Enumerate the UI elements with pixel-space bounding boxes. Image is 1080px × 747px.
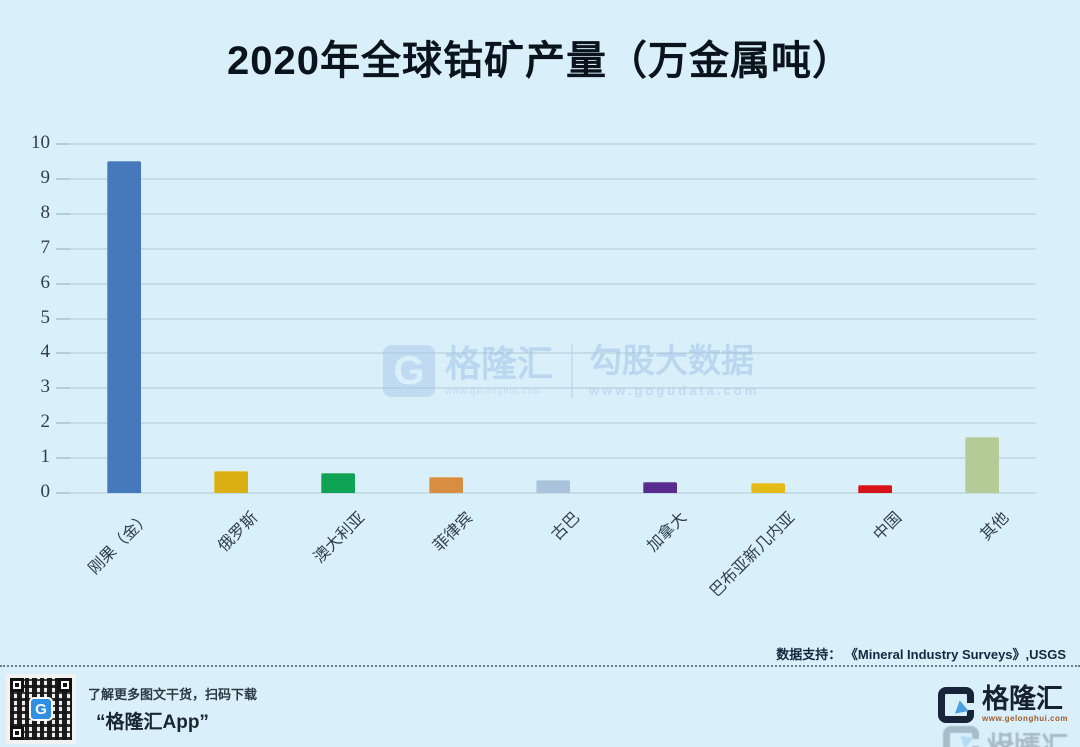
qr-code: G bbox=[8, 676, 74, 742]
qr-caption: 了解更多图文干货，扫码下载 bbox=[88, 687, 258, 702]
footer-logo-url: www.gelonghui.com bbox=[982, 714, 1068, 723]
y-axis-label: 4 bbox=[40, 341, 51, 363]
footer-logo-reflection: 格隆汇 bbox=[943, 726, 1068, 747]
x-axis-label: 中国 bbox=[870, 509, 906, 544]
bar-0 bbox=[106, 161, 141, 493]
x-axis-label: 菲律宾 bbox=[429, 509, 476, 556]
y-axis-tick bbox=[56, 282, 70, 285]
bar-2 bbox=[321, 473, 356, 493]
gridline bbox=[70, 143, 1036, 145]
y-axis-label: 2 bbox=[40, 411, 51, 433]
bar-4 bbox=[536, 480, 570, 493]
x-axis-label: 加拿大 bbox=[644, 509, 691, 556]
qr-finder-icon bbox=[58, 678, 72, 692]
gridline bbox=[70, 422, 1036, 425]
data-source-text: 《Mineral Industry Surveys》,USGS bbox=[844, 647, 1066, 662]
y-axis-label: 10 bbox=[31, 132, 50, 153]
chart-title: 2020年全球钴矿产量（万金属吨） bbox=[227, 39, 853, 83]
y-axis-tick bbox=[56, 212, 70, 215]
x-axis-label: 刚果（金） bbox=[85, 509, 154, 578]
footer-logo-reflection-text: 格隆汇 bbox=[987, 729, 1068, 747]
y-axis-tick bbox=[56, 177, 70, 180]
footer-logo-text: 格隆汇 bbox=[982, 684, 1064, 714]
qr-finder-icon bbox=[10, 726, 24, 740]
y-axis-label: 0 bbox=[40, 481, 51, 502]
gridline bbox=[70, 457, 1036, 460]
bar-6 bbox=[750, 483, 785, 493]
x-axis-label: 古巴 bbox=[548, 509, 584, 544]
gridline bbox=[70, 177, 1036, 180]
gridline bbox=[70, 212, 1036, 215]
y-axis-label: 1 bbox=[40, 446, 51, 468]
data-source-note: 数据支持： 《Mineral Industry Surveys》,USGS bbox=[776, 644, 1066, 663]
y-axis-label: 9 bbox=[40, 166, 51, 188]
gelonghui-g-icon bbox=[943, 726, 979, 747]
y-axis-tick bbox=[56, 317, 70, 320]
qr-finder-icon bbox=[10, 678, 24, 692]
bar-8 bbox=[965, 437, 1000, 493]
y-axis-tick bbox=[56, 422, 70, 425]
gridline bbox=[70, 317, 1036, 320]
y-axis-label: 7 bbox=[40, 236, 51, 258]
y-axis-label: 8 bbox=[40, 201, 51, 223]
x-axis-label: 澳大利亚 bbox=[311, 509, 369, 567]
bar-1 bbox=[214, 471, 248, 493]
bar-3 bbox=[428, 476, 463, 493]
x-axis-label: 俄罗斯 bbox=[215, 509, 262, 556]
gridline bbox=[70, 247, 1036, 250]
y-axis-tick bbox=[56, 387, 70, 390]
y-axis-label: 6 bbox=[40, 271, 51, 293]
y-axis-tick bbox=[56, 492, 70, 494]
y-axis-tick bbox=[56, 352, 70, 355]
gridline bbox=[70, 387, 1036, 390]
data-source-label: 数据支持： bbox=[776, 647, 842, 662]
gridline bbox=[70, 282, 1036, 285]
gridline bbox=[70, 492, 1036, 494]
y-axis-tick bbox=[56, 457, 70, 460]
gelonghui-footer-logo: 格隆汇 www.gelonghui.com bbox=[938, 686, 1068, 723]
y-axis-tick bbox=[56, 143, 70, 145]
y-axis-tick bbox=[56, 247, 70, 250]
gridline bbox=[70, 352, 1036, 355]
bar-7 bbox=[858, 484, 892, 493]
footer-separator bbox=[0, 665, 1080, 667]
x-axis-label: 巴布亚新几内亚 bbox=[706, 509, 798, 601]
x-axis-label: 其他 bbox=[977, 509, 1013, 544]
gelonghui-g-icon bbox=[938, 686, 975, 723]
y-axis-label: 5 bbox=[40, 306, 51, 328]
app-name: “格隆汇App” bbox=[96, 712, 209, 733]
qr-center-logo-icon: G bbox=[29, 697, 53, 721]
bar-5 bbox=[643, 481, 678, 493]
y-axis-label: 3 bbox=[40, 376, 51, 398]
